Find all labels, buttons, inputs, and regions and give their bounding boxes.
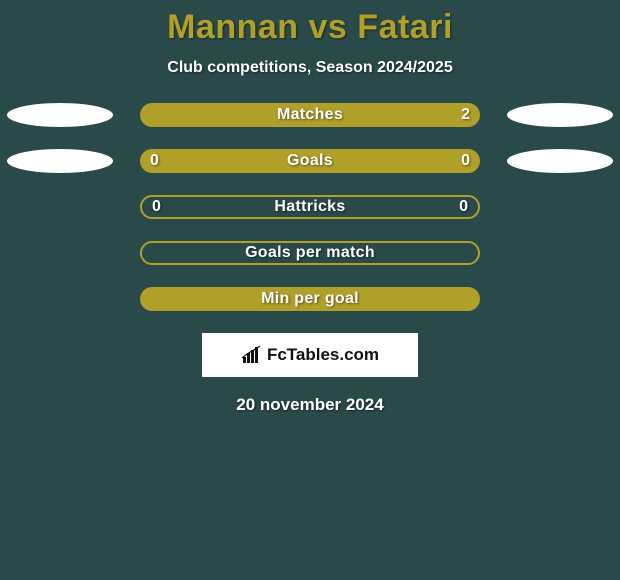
stat-value-right: 0	[461, 152, 470, 170]
stat-bar: 0 Goals 0	[140, 149, 480, 173]
logo: FcTables.com	[241, 345, 379, 365]
barchart-icon	[241, 345, 263, 365]
stat-label: Goals per match	[245, 244, 375, 262]
stat-row: Matches 2	[0, 103, 620, 127]
player2-name: Fatari	[357, 8, 453, 46]
page-title: Mannan vs Fatari	[0, 0, 620, 47]
stat-value-left: 0	[152, 198, 161, 216]
stat-bar: Goals per match	[140, 241, 480, 265]
subtitle: Club competitions, Season 2024/2025	[0, 59, 620, 77]
date-text: 20 november 2024	[0, 395, 620, 415]
stat-value-right: 2	[461, 106, 470, 124]
logo-text: FcTables.com	[267, 345, 379, 365]
ellipse-left	[7, 149, 113, 173]
stat-label: Hattricks	[274, 198, 345, 216]
stat-bar: 0 Hattricks 0	[140, 195, 480, 219]
logo-suffix: .com	[339, 345, 379, 364]
stat-value-right: 0	[459, 198, 468, 216]
logo-box[interactable]: FcTables.com	[202, 333, 418, 377]
logo-main: Tables	[287, 345, 340, 364]
ellipse-left	[7, 103, 113, 127]
ellipse-right	[507, 149, 613, 173]
stat-row: Goals per match	[0, 241, 620, 265]
vs-word: vs	[309, 8, 348, 46]
ellipse-right	[507, 103, 613, 127]
stat-label: Goals	[287, 152, 333, 170]
logo-prefix: Fc	[267, 345, 287, 364]
stat-row: 0 Hattricks 0	[0, 195, 620, 219]
stat-row: Min per goal	[0, 287, 620, 311]
stats-rows: Matches 2 0 Goals 0 0 Hattricks 0 Goals per matc…	[0, 103, 620, 311]
stat-label: Matches	[277, 106, 343, 124]
player1-name: Mannan	[167, 8, 298, 46]
stat-label: Min per goal	[261, 290, 359, 308]
stat-row: 0 Goals 0	[0, 149, 620, 173]
stat-bar: Matches 2	[140, 103, 480, 127]
comparison-card: Mannan vs Fatari Club competitions, Seas…	[0, 0, 620, 580]
stat-bar: Min per goal	[140, 287, 480, 311]
stat-value-left: 0	[150, 152, 159, 170]
